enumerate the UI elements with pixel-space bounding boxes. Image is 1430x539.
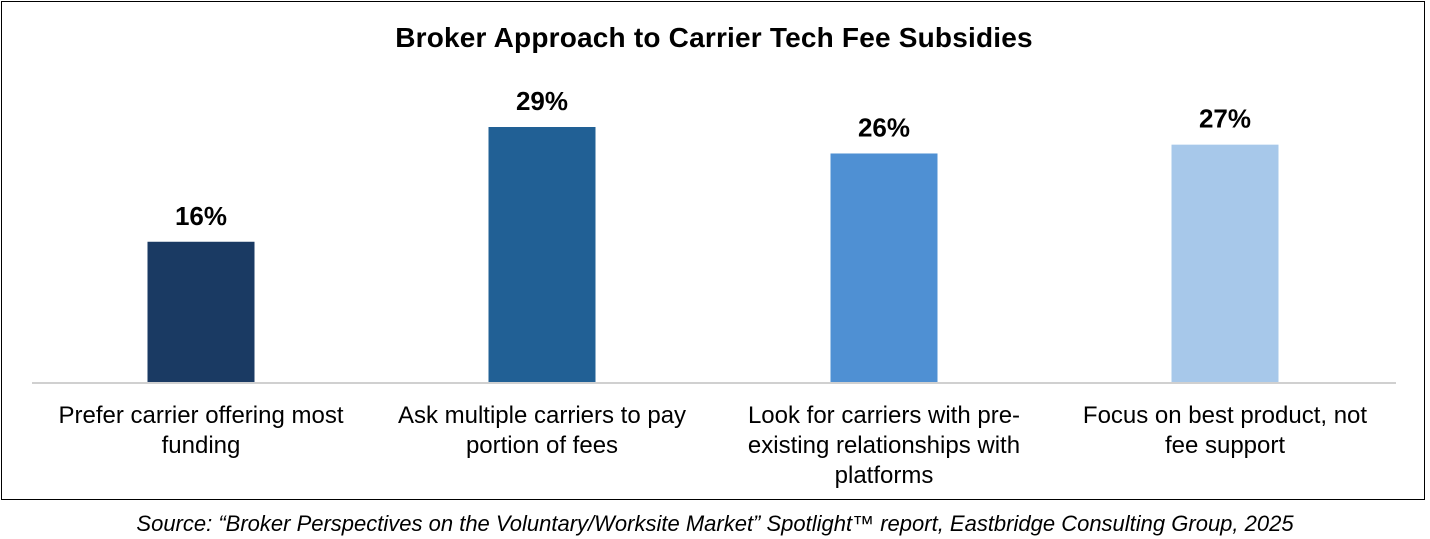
category-label-4-line-1: Focus on best product, not	[1083, 402, 1368, 429]
value-label-1: 16%	[175, 201, 227, 231]
category-label-2-line-2: portion of fees	[466, 432, 618, 459]
source-note: Source: “Broker Perspectives on the Volu…	[136, 511, 1294, 536]
chart-title: Broker Approach to Carrier Tech Fee Subs…	[395, 22, 1033, 53]
category-label-3-line-2: existing relationships with	[748, 432, 1020, 459]
bars-group	[147, 127, 1279, 383]
bar-2	[488, 127, 596, 383]
category-label-1-line-1: Prefer carrier offering most	[59, 402, 344, 429]
bar-chart: 16% Prefer carrier offering most funding 29…	[32, 86, 1396, 489]
value-label-2: 29%	[516, 86, 568, 116]
category-label-3-line-1: Look for carriers with pre-	[748, 402, 1020, 429]
value-label-4: 27%	[1199, 104, 1251, 134]
labels-group: 16% Prefer carrier offering most funding 29…	[59, 86, 1368, 489]
category-label-4-line-2: fee support	[1165, 432, 1285, 459]
chart-frame: Broker Approach to Carrier Tech Fee Subs…	[1, 1, 1425, 500]
bar-3	[830, 153, 938, 383]
bar-1	[147, 241, 255, 383]
category-label-3-line-3: platforms	[835, 462, 934, 489]
value-label-3: 26%	[858, 112, 910, 142]
bar-4	[1171, 144, 1279, 383]
category-label-1-line-2: funding	[162, 432, 241, 459]
category-label-2-line-1: Ask multiple carriers to pay	[398, 402, 686, 429]
